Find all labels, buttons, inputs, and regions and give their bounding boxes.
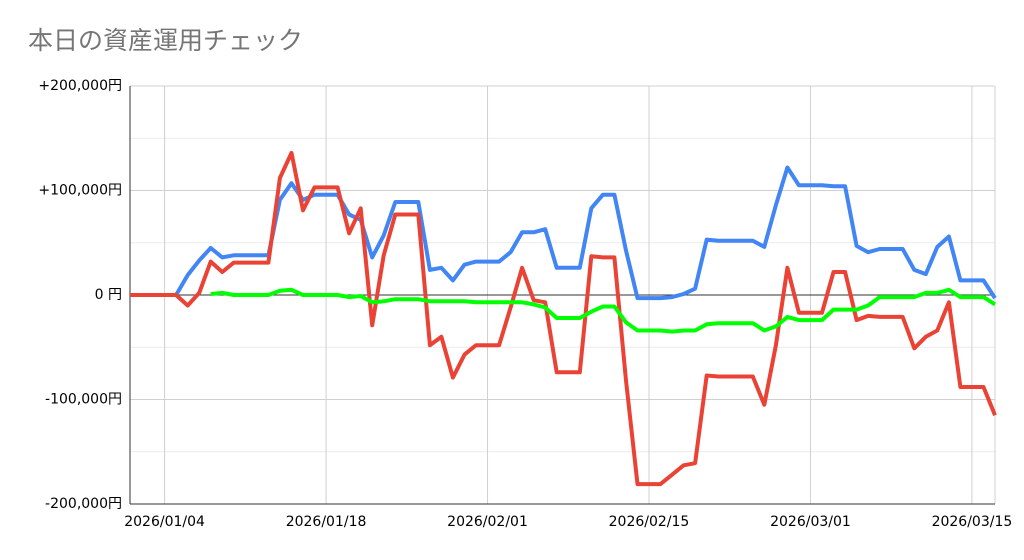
- y-tick-label: +100,000円: [38, 183, 122, 199]
- x-tick-label: 2026/02/01: [447, 514, 528, 530]
- y-tick-label: 0 円: [95, 287, 122, 303]
- chart-title: 本日の資産運用チェック: [28, 26, 303, 55]
- x-tick-label: 2026/03/01: [770, 514, 851, 530]
- x-tick-label: 2026/01/18: [286, 514, 367, 530]
- y-tick-label: +200,000円: [38, 78, 122, 94]
- series-line: [130, 150, 997, 487]
- y-tick-label: -100,000円: [45, 392, 122, 408]
- x-tick-label: 2026/02/15: [609, 514, 690, 530]
- series-line: [210, 287, 997, 334]
- x-tick-label: 2026/01/04: [124, 514, 205, 530]
- x-tick-label: 2026/03/15: [932, 514, 1013, 530]
- series-line: [130, 165, 997, 301]
- y-tick-label: -200,000円: [45, 496, 122, 512]
